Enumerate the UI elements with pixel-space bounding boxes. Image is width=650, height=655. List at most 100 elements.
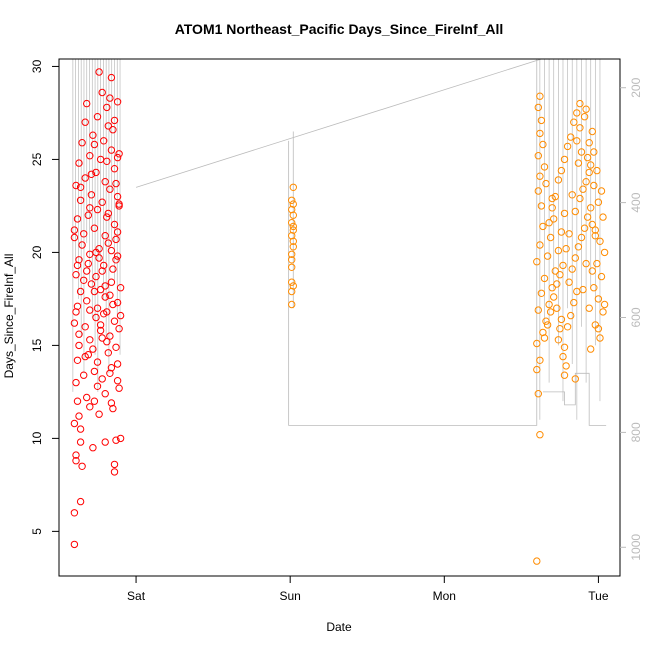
data-point bbox=[534, 306, 542, 314]
y-axis-label: Days_Since_FireInf_All bbox=[2, 254, 16, 379]
data-point bbox=[534, 390, 542, 398]
data-point bbox=[562, 362, 570, 370]
data-point bbox=[92, 313, 100, 322]
data-point bbox=[76, 183, 85, 192]
data-point bbox=[107, 246, 116, 255]
data-point bbox=[563, 142, 572, 151]
data-point bbox=[577, 148, 586, 156]
data-point bbox=[559, 352, 567, 361]
data-point bbox=[579, 285, 587, 294]
data-point bbox=[539, 140, 547, 149]
data-point bbox=[559, 261, 567, 270]
data-point bbox=[112, 343, 120, 351]
chart-title: ATOM1 Northeast_Pacific Days_Since_FireI… bbox=[175, 21, 504, 37]
data-point bbox=[107, 146, 116, 154]
data-point bbox=[103, 157, 111, 166]
y-right-tick-label: 1000 bbox=[629, 534, 643, 561]
data-point bbox=[536, 129, 544, 138]
data-point bbox=[70, 233, 79, 242]
data-point bbox=[534, 103, 542, 112]
data-point bbox=[89, 131, 97, 139]
data-point bbox=[570, 118, 578, 126]
data-point bbox=[582, 105, 590, 113]
data-point bbox=[594, 325, 603, 333]
data-point bbox=[540, 274, 549, 283]
data-point bbox=[534, 152, 542, 160]
data-point bbox=[93, 205, 102, 214]
data-point bbox=[542, 317, 550, 325]
data-point bbox=[540, 334, 549, 342]
data-point bbox=[86, 204, 94, 212]
data-point bbox=[588, 220, 596, 229]
data-point bbox=[115, 384, 123, 392]
data-point bbox=[587, 161, 595, 169]
data-point bbox=[587, 204, 595, 212]
data-point bbox=[98, 198, 106, 206]
data-point bbox=[92, 248, 100, 257]
data-point bbox=[96, 326, 105, 335]
plot-frame bbox=[58, 58, 621, 577]
data-point bbox=[75, 341, 83, 350]
data-point bbox=[86, 403, 94, 411]
data-point bbox=[593, 259, 601, 268]
data-point bbox=[556, 271, 564, 279]
data-point bbox=[596, 237, 604, 246]
data-point bbox=[116, 311, 125, 320]
data-point bbox=[577, 233, 586, 242]
y-tick-label: 15 bbox=[30, 338, 44, 352]
data-point bbox=[537, 289, 546, 297]
data-point bbox=[116, 284, 125, 292]
data-point bbox=[288, 263, 296, 271]
data-point bbox=[95, 68, 103, 76]
data-point bbox=[565, 230, 573, 238]
data-point bbox=[93, 358, 102, 366]
data-point bbox=[550, 293, 558, 301]
data-point bbox=[75, 412, 83, 420]
data-point bbox=[596, 334, 604, 342]
data-point bbox=[81, 118, 89, 126]
data-point bbox=[113, 98, 122, 106]
data-point bbox=[536, 172, 544, 180]
data-point bbox=[599, 308, 607, 316]
data-point bbox=[104, 122, 113, 130]
data-point bbox=[84, 259, 93, 268]
data-point bbox=[101, 232, 109, 240]
data-point bbox=[591, 226, 599, 234]
data-point bbox=[70, 540, 79, 549]
data-point bbox=[72, 451, 80, 459]
data-point bbox=[576, 99, 584, 108]
data-point bbox=[574, 243, 583, 251]
data-point bbox=[76, 196, 85, 205]
data-point bbox=[98, 375, 106, 383]
data-point bbox=[103, 103, 111, 112]
data-point bbox=[288, 205, 296, 214]
data-point bbox=[571, 375, 579, 383]
data-point bbox=[101, 438, 109, 446]
y-tick-label: 10 bbox=[30, 431, 44, 445]
data-point bbox=[567, 311, 575, 320]
data-point bbox=[103, 213, 111, 221]
data-point bbox=[81, 352, 89, 361]
data-point bbox=[80, 276, 88, 284]
data-point bbox=[288, 278, 296, 286]
data-point bbox=[75, 159, 83, 167]
data-point bbox=[86, 152, 94, 160]
data-point bbox=[113, 377, 122, 385]
trace-lines bbox=[72, 58, 607, 426]
data-point bbox=[536, 431, 544, 439]
data-point bbox=[70, 319, 79, 327]
data-point bbox=[98, 88, 106, 97]
data-point bbox=[106, 185, 114, 193]
data-point bbox=[107, 278, 116, 286]
data-point bbox=[110, 468, 119, 476]
data-point bbox=[590, 181, 598, 190]
data-point bbox=[93, 304, 102, 312]
data-point bbox=[81, 174, 89, 182]
data-point bbox=[101, 282, 109, 290]
data-point bbox=[570, 298, 578, 307]
data-point bbox=[76, 425, 85, 433]
data-point bbox=[112, 436, 120, 444]
data-point bbox=[90, 287, 99, 296]
data-point bbox=[580, 113, 589, 121]
